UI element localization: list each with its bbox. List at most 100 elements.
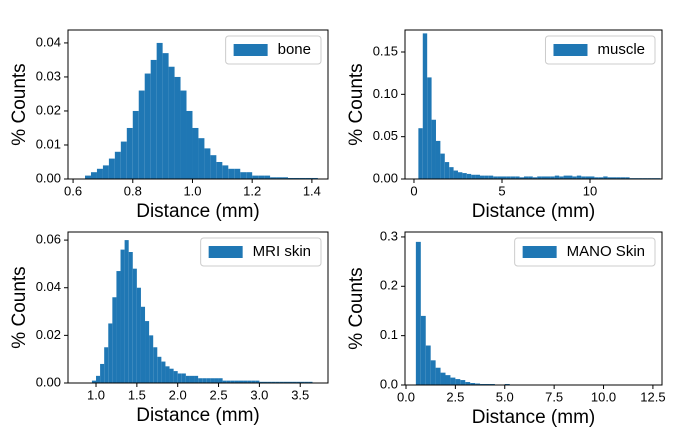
bar xyxy=(479,175,485,179)
bar xyxy=(96,375,101,383)
x-tick-label: 2.5 xyxy=(210,387,228,402)
legend-swatch xyxy=(208,246,243,258)
bar xyxy=(186,110,193,179)
y-tick-label: 0.10 xyxy=(373,86,398,101)
bar xyxy=(264,175,271,179)
bar xyxy=(594,177,599,179)
bar xyxy=(144,73,151,179)
x-tick-label: 5.0 xyxy=(496,389,514,404)
y-tick-label: 0.05 xyxy=(373,128,398,143)
bar xyxy=(304,381,309,383)
bar xyxy=(140,306,146,383)
x-axis-label: Distance (mm) xyxy=(136,201,260,222)
bar xyxy=(104,347,109,383)
bar xyxy=(161,361,166,383)
bar xyxy=(300,381,305,383)
bar xyxy=(287,381,293,383)
y-tick-label: 0.01 xyxy=(36,136,61,151)
bar xyxy=(607,177,613,179)
legend-label: MRI skin xyxy=(253,243,311,260)
bar xyxy=(435,367,441,385)
bar xyxy=(299,177,306,179)
x-tick-label: 3.5 xyxy=(291,387,309,402)
bar xyxy=(189,375,195,383)
bar xyxy=(258,175,265,179)
bar xyxy=(202,378,207,383)
y-tick-label: 0.1 xyxy=(380,327,398,342)
bar xyxy=(150,59,157,179)
bar xyxy=(559,176,564,179)
x-axis-label: Distance (mm) xyxy=(472,201,596,222)
bar xyxy=(120,141,127,179)
bar xyxy=(449,167,454,179)
axes-frame xyxy=(404,231,663,386)
x-tick-label: 7.5 xyxy=(545,389,563,404)
bar xyxy=(228,168,235,179)
bar xyxy=(445,375,451,385)
bar xyxy=(603,176,608,179)
legend-swatch xyxy=(522,246,557,258)
bar xyxy=(126,127,133,179)
y-axis-label: % Counts xyxy=(9,266,30,348)
bar xyxy=(418,128,423,179)
bar xyxy=(475,383,481,385)
bar xyxy=(537,176,542,179)
bar xyxy=(415,241,421,385)
y-tick-label: 0.00 xyxy=(373,170,398,185)
bar xyxy=(576,175,582,179)
bar xyxy=(510,176,516,179)
bar xyxy=(181,373,186,383)
bar xyxy=(293,177,300,179)
bar xyxy=(240,172,247,179)
bar xyxy=(259,381,264,383)
legend-frame xyxy=(514,237,656,267)
y-tick-label: 0.00 xyxy=(36,374,61,389)
bar xyxy=(91,380,97,383)
bar xyxy=(116,271,121,383)
bar xyxy=(210,378,215,383)
bar xyxy=(528,176,533,179)
bar xyxy=(311,177,318,179)
bar xyxy=(430,360,436,385)
bar xyxy=(226,380,231,383)
bar xyxy=(222,165,229,179)
bar xyxy=(132,110,139,179)
bar xyxy=(255,380,260,383)
bar xyxy=(230,380,235,383)
bar xyxy=(214,378,219,383)
x-tick-label: 2.5 xyxy=(446,389,464,404)
bar xyxy=(493,176,498,179)
bar xyxy=(270,177,277,179)
legend-swatch xyxy=(233,44,268,56)
bar xyxy=(563,175,569,179)
bar xyxy=(532,177,538,179)
bar xyxy=(292,381,297,383)
bar xyxy=(96,168,103,179)
bar xyxy=(427,77,432,179)
bar xyxy=(149,335,154,383)
x-tick-label: 0.6 xyxy=(64,183,82,198)
y-tick-label: 0.03 xyxy=(36,68,61,83)
bar xyxy=(102,165,109,179)
bar xyxy=(177,373,182,383)
bar xyxy=(156,42,163,179)
bar xyxy=(174,76,181,179)
bar xyxy=(222,380,227,383)
x-tick-label: 10.0 xyxy=(591,389,616,404)
x-axis-label: Distance (mm) xyxy=(472,407,596,428)
y-tick-label: 0.0 xyxy=(380,376,398,391)
bar xyxy=(425,345,431,385)
legend-frame xyxy=(225,35,322,65)
x-tick-label: 10 xyxy=(583,183,597,198)
bar xyxy=(114,151,121,179)
bar xyxy=(100,363,105,383)
x-tick-label: 0 xyxy=(410,183,417,198)
bar xyxy=(204,148,211,179)
bar xyxy=(620,177,626,179)
bar xyxy=(108,323,113,383)
bar xyxy=(519,177,524,179)
axes-frame xyxy=(67,231,329,384)
y-tick-label: 0.04 xyxy=(36,279,61,294)
y-tick-label: 0.15 xyxy=(373,43,398,58)
bar xyxy=(460,380,466,385)
